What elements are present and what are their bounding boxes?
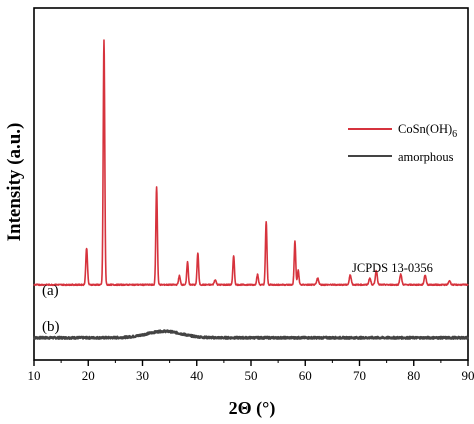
x-tick-label: 30 bbox=[136, 368, 149, 383]
x-tick-label: 40 bbox=[190, 368, 203, 383]
reference-annotation: JCPDS 13-0356 bbox=[352, 261, 433, 275]
legend-label-cosnoh6: CoSn(OH)6 bbox=[398, 122, 457, 140]
panel-label-a: (a) bbox=[42, 283, 59, 299]
legend: CoSn(OH)6 amorphous bbox=[348, 122, 457, 164]
y-axis-label: Intensity (a.u.) bbox=[4, 123, 25, 242]
axes-frame bbox=[33, 7, 469, 361]
x-tick-label: 80 bbox=[407, 368, 420, 383]
x-tick-label: 70 bbox=[353, 368, 366, 383]
x-axis-ticks: 10 20 30 40 50 60 70 80 90 bbox=[28, 360, 474, 383]
series-line-cosnoh6 bbox=[33, 39, 469, 287]
panel-label-b: (b) bbox=[42, 319, 60, 335]
series-line-amorphous bbox=[33, 329, 470, 340]
legend-label-amorphous: amorphous bbox=[398, 150, 454, 164]
x-tick-label: 10 bbox=[28, 368, 41, 383]
x-axis-label: 2Θ (°) bbox=[229, 398, 276, 419]
x-tick-label: 20 bbox=[82, 368, 95, 383]
x-tick-label: 90 bbox=[462, 368, 474, 383]
x-tick-label: 60 bbox=[299, 368, 312, 383]
plot-area bbox=[33, 7, 470, 361]
x-tick-label: 50 bbox=[245, 368, 258, 383]
